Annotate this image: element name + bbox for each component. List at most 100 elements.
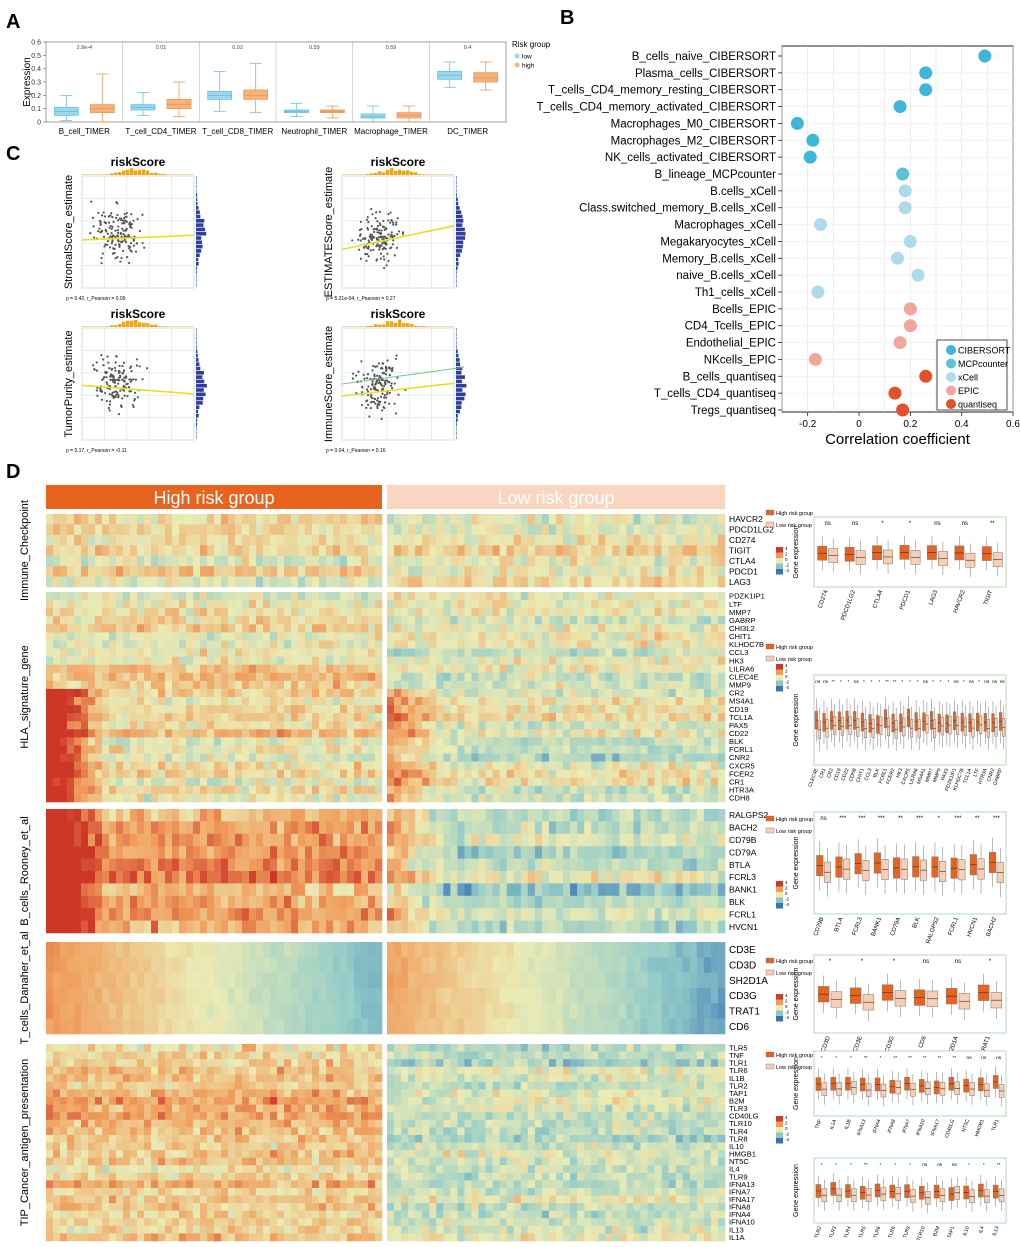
heatmap-cell: [717, 648, 726, 657]
scatter-point: [395, 246, 398, 249]
heatmap-cell: [242, 555, 250, 567]
heatmap-cell: [422, 753, 430, 762]
scatter-point: [384, 373, 388, 376]
heatmap-cell: [235, 761, 243, 770]
scatter-title: riskScore: [371, 155, 426, 169]
heatmap-cell: [492, 632, 500, 641]
heatmap-cell: [165, 871, 173, 884]
heatmap-cell: [179, 908, 187, 921]
heatmap-cell: [368, 833, 376, 847]
heatmap-cell: [492, 545, 500, 557]
heatmap-cell: [429, 600, 437, 609]
heatmap-cell: [563, 713, 571, 722]
heatmap-cell: [81, 821, 89, 835]
heatmap-cell: [633, 769, 641, 779]
heatmap-cell: [387, 600, 395, 609]
scatter-point: [397, 393, 400, 396]
heatmap-cell: [647, 688, 655, 698]
scatter-point: [380, 417, 383, 420]
heatmap-cell: [319, 648, 327, 657]
heatmap-cell: [548, 632, 557, 641]
heatmap-cell: [471, 545, 479, 557]
heatmap-cell: [668, 745, 677, 754]
heatmap-cell: [375, 833, 383, 847]
heatmap-cell: [158, 624, 166, 633]
heatmap-cell: [228, 697, 236, 706]
heatmap-cell: [312, 624, 320, 633]
heatmap-cell: [577, 616, 585, 625]
heatmap-cell: [450, 793, 458, 803]
heatmap-cell: [235, 721, 243, 730]
top-histogram-bar: [386, 169, 390, 175]
heatmap-cell: [186, 737, 194, 746]
heatmap-cell: [312, 555, 320, 567]
heatmap-cell: [144, 895, 152, 909]
heatmap-cell: [347, 721, 355, 730]
heatmap-cell: [340, 697, 348, 706]
heatmap-cell: [235, 769, 243, 779]
heatmap-cell: [144, 769, 152, 779]
heatmap-cell: [53, 721, 61, 730]
heatmap-cell: [556, 534, 564, 546]
heatmap-cell: [312, 566, 320, 577]
heatmap-cell: [137, 664, 145, 674]
heatmap-cell: [340, 656, 348, 665]
heatmap-cell: [151, 640, 159, 649]
heatmap-cell: [591, 616, 599, 625]
heatmap-cell: [605, 705, 613, 714]
heatmap-cell: [577, 576, 585, 588]
scatter-point: [365, 388, 369, 391]
heatmap-cell: [123, 566, 131, 577]
heatmap-cell: [492, 729, 500, 738]
heatmap-cell: [612, 729, 620, 738]
heatmap-cell: [570, 555, 578, 567]
heatmap-cell: [387, 721, 395, 730]
heatmap-cell: [200, 555, 208, 567]
heatmap-cell: [123, 592, 131, 601]
heatmap-cell: [422, 514, 430, 525]
heatmap-cell: [242, 761, 250, 770]
scatter-point: [99, 223, 102, 226]
heatmap-cell: [53, 514, 61, 525]
heatmap-cell: [298, 713, 306, 722]
heatmap-cell: [668, 785, 677, 795]
heatmap-cell: [200, 858, 208, 872]
scatter-point: [103, 215, 107, 218]
top-histogram-bar: [186, 174, 190, 175]
heatmap-cell: [661, 761, 669, 770]
heatmap-cell: [612, 534, 620, 546]
scatter-point: [108, 393, 111, 396]
scatter-point: [383, 379, 387, 382]
scatter-point: [116, 231, 120, 234]
heatmap-cell: [193, 858, 201, 872]
heatmap-cell: [633, 729, 641, 738]
heatmap-cell: [436, 576, 444, 588]
heatmap-cell: [277, 680, 285, 690]
heatmap-cell: [298, 656, 306, 665]
heatmap-cell: [703, 576, 712, 588]
scatter-point: [366, 215, 369, 219]
dot-CIBERSORT: [919, 83, 933, 97]
heatmap-cell: [682, 616, 691, 625]
heatmap-cell: [242, 729, 250, 738]
heatmap-cell: [193, 809, 201, 822]
heatmap-cell: [144, 858, 152, 872]
heatmap-cell: [284, 883, 292, 897]
heatmap-cell: [368, 664, 376, 674]
heatmap-cell: [298, 514, 306, 525]
heatmap-cell: [534, 729, 543, 738]
heatmap-cell: [326, 566, 334, 577]
heatmap-cell: [277, 697, 285, 706]
heatmap-cell: [53, 545, 61, 557]
heatmap-cell: [541, 672, 550, 682]
heatmap-cell: [319, 524, 327, 536]
heatmap-cell: [429, 616, 437, 625]
heatmap-cell: [506, 514, 515, 525]
boxplot-gene-label: FCER2: [885, 767, 896, 785]
heatmap-cell: [291, 809, 299, 822]
heatmap-cell: [436, 514, 444, 525]
heatmap-cell: [422, 793, 430, 803]
heatmap-cell: [415, 555, 423, 567]
heatmap-cell: [556, 713, 564, 722]
right-histogram-bar: [196, 379, 205, 384]
